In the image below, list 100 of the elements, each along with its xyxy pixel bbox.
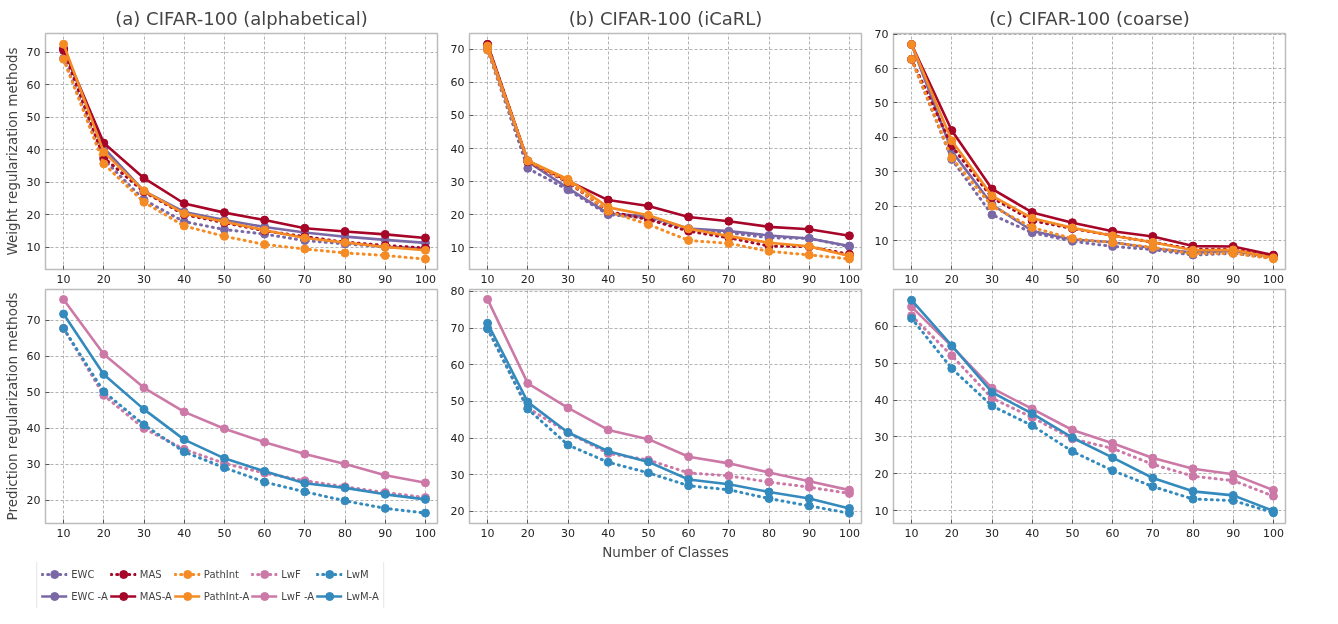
y-tick-label: 30 — [874, 431, 889, 444]
legend-label: MAS — [139, 568, 162, 580]
x-tick-label: 20 — [520, 272, 535, 286]
x-tick-label: 60 — [681, 272, 696, 286]
x-tick-label: 30 — [561, 526, 575, 540]
y-tick-label: 40 — [26, 422, 41, 436]
y-tick-label: 30 — [450, 175, 465, 189]
y-tick-label: 20 — [874, 200, 889, 214]
x-tick-label: 90 — [378, 272, 393, 286]
x-tick-label: 60 — [1105, 526, 1120, 540]
legend-label: LwM — [346, 568, 369, 580]
x-tick-label: 70 — [297, 526, 312, 540]
y-tick-label: 40 — [450, 432, 465, 446]
chart-title: (b) CIFAR-100 (iCaRL) — [568, 7, 763, 29]
y-tick-label: 80 — [450, 285, 465, 299]
y-axis-title: Prediction regularization methods — [3, 292, 20, 521]
x-tick-label: 90 — [1226, 526, 1241, 540]
y-tick-label: 70 — [26, 314, 41, 328]
x-tick-label: 10 — [904, 526, 919, 540]
x-tick-label: 70 — [297, 272, 312, 286]
x-tick-label: 10 — [56, 272, 71, 286]
x-tick-label: 10 — [56, 526, 71, 540]
x-axis-title: Number of Classes — [602, 543, 729, 560]
x-tick-label: 20 — [944, 526, 959, 540]
x-tick-label: 10 — [480, 272, 495, 286]
y-axis-title: Weight regularization methods — [3, 47, 20, 256]
y-tick-label: 10 — [874, 234, 889, 248]
y-tick-label: 40 — [450, 142, 465, 156]
x-tick-label: 50 — [217, 526, 232, 540]
x-tick-label: 70 — [721, 272, 736, 286]
y-tick-label: 70 — [450, 43, 465, 57]
y-tick-label: 40 — [26, 143, 41, 157]
x-tick-label: 100 — [838, 272, 860, 286]
x-tick-label: 100 — [1262, 526, 1284, 540]
x-tick-label: 80 — [338, 526, 353, 540]
y-tick-label: 10 — [26, 241, 41, 255]
y-tick-label: 70 — [26, 46, 41, 60]
y-tick-label: 20 — [874, 467, 889, 481]
x-tick-label: 40 — [601, 272, 616, 286]
y-tick-label: 10 — [874, 504, 889, 518]
y-tick-label: 60 — [450, 358, 465, 372]
x-tick-label: 50 — [217, 272, 232, 286]
x-tick-label: 40 — [1025, 526, 1040, 540]
y-tick-label: 60 — [26, 78, 41, 92]
x-tick-label: 90 — [1226, 272, 1241, 286]
y-tick-label: 50 — [450, 395, 465, 409]
x-tick-label: 30 — [985, 272, 999, 286]
chart-title: (c) CIFAR-100 (coarse) — [989, 7, 1190, 29]
x-tick-label: 30 — [137, 526, 151, 540]
x-tick-label: 10 — [904, 272, 919, 286]
x-tick-label: 80 — [338, 272, 353, 286]
legend-label: LwF — [281, 568, 302, 580]
y-tick-label: 20 — [450, 208, 465, 222]
x-tick-label: 40 — [177, 526, 192, 540]
y-tick-label: 20 — [26, 494, 41, 508]
y-tick-label: 50 — [26, 386, 41, 400]
x-tick-label: 50 — [641, 526, 656, 540]
y-tick-label: 70 — [450, 322, 465, 336]
y-tick-label: 40 — [874, 131, 889, 145]
x-tick-label: 40 — [1025, 272, 1040, 286]
x-tick-label: 90 — [802, 526, 817, 540]
y-tick-label: 30 — [26, 458, 41, 472]
x-tick-label: 40 — [177, 272, 192, 286]
x-tick-label: 60 — [1105, 272, 1120, 286]
y-tick-label: 20 — [450, 505, 465, 519]
y-tick-label: 50 — [450, 109, 465, 123]
x-tick-label: 100 — [838, 526, 860, 540]
x-tick-label: 20 — [96, 526, 111, 540]
x-tick-label: 10 — [480, 526, 495, 540]
y-tick-label: 10 — [450, 241, 465, 255]
x-tick-label: 100 — [414, 272, 436, 286]
x-tick-label: 90 — [378, 526, 393, 540]
x-tick-label: 70 — [721, 526, 736, 540]
y-tick-label: 60 — [26, 350, 41, 364]
legend-label: PathInt — [203, 568, 240, 580]
x-tick-label: 80 — [762, 272, 777, 286]
x-tick-label: 30 — [985, 526, 999, 540]
x-tick-label: 60 — [257, 526, 272, 540]
x-tick-label: 90 — [802, 272, 817, 286]
legend-label: LwM-A — [346, 590, 379, 602]
y-tick-label: 30 — [26, 176, 41, 190]
x-tick-label: 30 — [137, 272, 151, 286]
y-tick-label: 20 — [26, 208, 41, 222]
x-tick-label: 60 — [257, 272, 272, 286]
legend-label: MAS-A — [139, 590, 172, 602]
chart-title: (a) CIFAR-100 (alphabetical) — [115, 7, 368, 29]
legend-label: LwF -A — [281, 590, 315, 602]
x-tick-label: 70 — [1145, 526, 1160, 540]
y-tick-label: 60 — [874, 62, 889, 76]
x-tick-label: 80 — [1186, 272, 1201, 286]
x-tick-label: 50 — [1065, 272, 1080, 286]
x-tick-label: 80 — [762, 526, 777, 540]
x-tick-label: 20 — [96, 272, 111, 286]
y-tick-label: 50 — [26, 111, 41, 125]
x-tick-label: 20 — [520, 526, 535, 540]
legend-label: PathInt-A — [203, 590, 250, 602]
legend-label: EWC — [71, 568, 95, 580]
x-tick-label: 100 — [1262, 272, 1284, 286]
x-tick-label: 60 — [681, 526, 696, 540]
x-tick-label: 50 — [1065, 526, 1080, 540]
